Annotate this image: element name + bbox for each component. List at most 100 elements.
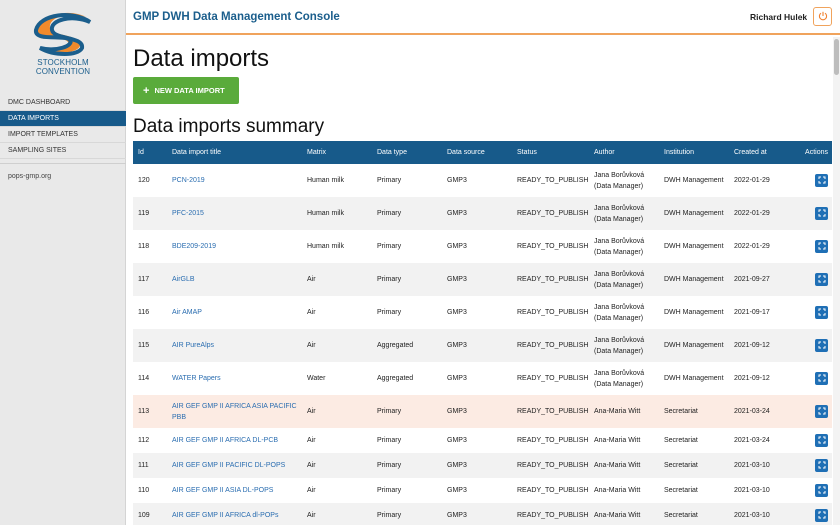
stockholm-convention-logo[interactable]: STOCKHOLM CONVENTION [28, 6, 98, 86]
sidebar-item-dmc-dashboard[interactable]: DMC DASHBOARD [0, 95, 126, 111]
cell-id: 115 [138, 342, 150, 349]
table-row[interactable]: 120 PCN-2019 Human milk Primary GMP3 READY_TO… [133, 164, 832, 197]
cell-actions [794, 263, 832, 296]
cell-title-line[interactable]: BDE209-2019 [172, 243, 216, 250]
cell-title[interactable]: AIR GEF GMP II PACIFIC DL-POPS [167, 453, 302, 478]
data-imports-table: Id Data import title Matrix Data type Da… [133, 141, 832, 525]
cell-status: READY_TO_PUBLISH [517, 462, 589, 469]
cell-title[interactable]: WATER Papers [167, 362, 302, 395]
cell-created-at: 2021-09-17 [734, 309, 770, 316]
expand-icon [818, 511, 825, 519]
table-row[interactable]: 110 AIR GEF GMP II ASIA DL-POPS Air Primary… [133, 478, 832, 503]
cell-title[interactable]: BDE209-2019 [167, 230, 302, 263]
cell-data-source: GMP3 [447, 276, 467, 283]
cell-id: 119 [138, 210, 150, 217]
open-import-button[interactable] [815, 459, 828, 472]
cell-institution: DWH Management [664, 276, 724, 283]
column-header-data-source[interactable]: Data source [447, 149, 485, 156]
column-header-title[interactable]: Data import title [172, 149, 222, 156]
cell-title-line[interactable]: AIR GEF GMP II ASIA DL-POPS [172, 487, 274, 494]
cell-author-line: Ana-Maria Witt [594, 408, 641, 415]
cell-actions [794, 453, 832, 478]
cell-data-source: GMP3 [447, 177, 467, 184]
cell-title-line[interactable]: AirGLB [172, 276, 195, 283]
column-header-matrix[interactable]: Matrix [307, 149, 327, 156]
sidebar-link-pops-gmp[interactable]: pops-gmp.org [8, 173, 52, 180]
column-header-created-at[interactable]: Created at [734, 149, 767, 156]
sidebar-item-import-templates[interactable]: IMPORT TEMPLATES [0, 127, 126, 143]
cell-title-line[interactable]: WATER Papers [172, 375, 221, 382]
cell-title[interactable]: AIR GEF GMP II ASIA DL-POPS [167, 478, 302, 503]
cell-id: 110 [138, 487, 150, 494]
cell-data-type: Primary [377, 177, 402, 184]
cell-title-line[interactable]: AIR GEF GMP II PACIFIC DL-POPS [172, 462, 286, 469]
cell-matrix: Human milk [307, 210, 344, 217]
table-row[interactable]: 111 AIR GEF GMP II PACIFIC DL-POPS Air Prim… [133, 453, 832, 478]
cell-status: READY_TO_PUBLISH [517, 487, 589, 494]
open-import-button[interactable] [815, 509, 828, 522]
table-row[interactable]: 118 BDE209-2019 Human milk Primary GMP3 READY… [133, 230, 832, 263]
cell-author: Jana Borůvková (Data Manager) [589, 164, 659, 197]
cell-title[interactable]: AirGLB [167, 263, 302, 296]
page-scrollbar[interactable] [833, 37, 840, 525]
table-row[interactable]: 119 PFC-2015 Human milk Primary GMP3 READY_TO… [133, 197, 832, 230]
column-header-id[interactable]: Id [138, 149, 144, 156]
cell-author-line: (Data Manager) [594, 281, 644, 289]
scrollbar-thumb[interactable] [834, 39, 839, 75]
cell-institution: DWH Management [664, 210, 724, 217]
open-import-button[interactable] [815, 207, 828, 220]
expand-icon [818, 275, 825, 283]
sidebar-divider [0, 163, 126, 164]
column-header-author[interactable]: Author [594, 149, 615, 156]
open-import-button[interactable] [815, 372, 828, 385]
cell-data-type: Primary [377, 487, 402, 494]
cell-status: READY_TO_PUBLISH [517, 177, 589, 184]
cell-title-line[interactable]: PBB [172, 413, 187, 421]
open-import-button[interactable] [815, 484, 828, 497]
cell-title[interactable]: PFC-2015 [167, 197, 302, 230]
logo-line-2: CONVENTION [35, 67, 91, 76]
column-header-data-type[interactable]: Data type [377, 149, 407, 156]
cell-title[interactable]: Air AMAP [167, 296, 302, 329]
cell-created-at: 2021-09-12 [734, 375, 770, 382]
open-import-button[interactable] [815, 174, 828, 187]
logout-button[interactable] [813, 7, 832, 26]
open-import-button[interactable] [815, 240, 828, 253]
open-import-button[interactable] [815, 306, 828, 319]
table-row[interactable]: 114 WATER Papers Water Aggregated GMP3 READY_… [133, 362, 832, 395]
cell-title-line[interactable]: AIR GEF GMP II AFRICA DL-PCB [172, 437, 279, 444]
open-import-button[interactable] [815, 339, 828, 352]
cell-author: Ana-Maria Witt [589, 503, 659, 525]
table-row[interactable]: 113 AIR GEF GMP II AFRICA ASIA PACIFIC PBB… [133, 395, 832, 428]
cell-title-line[interactable]: PCN-2019 [172, 177, 205, 184]
sidebar: STOCKHOLM CONVENTION DMC DASHBOARD DATA … [0, 0, 126, 525]
column-header-institution[interactable]: Institution [664, 149, 694, 156]
user-name[interactable]: Richard Hulek [750, 12, 808, 22]
sidebar-item-data-imports[interactable]: DATA IMPORTS [0, 111, 126, 127]
cell-title-line[interactable]: AIR GEF GMP II AFRICA ASIA PACIFIC [172, 402, 297, 410]
cell-title-line[interactable]: AIR GEF GMP II AFRICA dl-POPs [172, 512, 279, 519]
cell-title-line[interactable]: PFC-2015 [172, 210, 204, 217]
column-header-status[interactable]: Status [517, 149, 537, 156]
cell-status: READY_TO_PUBLISH [517, 276, 589, 283]
table-row[interactable]: 117 AirGLB Air Primary GMP3 READY_TO_PUBLISH J… [133, 263, 832, 296]
sidebar-item-sampling-sites[interactable]: SAMPLING SITES [0, 143, 126, 159]
cell-title[interactable]: AIR GEF GMP II AFRICA dl-POPs [167, 503, 302, 525]
expand-icon [818, 209, 825, 217]
table-row[interactable]: 109 AIR GEF GMP II AFRICA dl-POPs Air Prima… [133, 503, 832, 525]
open-import-button[interactable] [815, 405, 828, 418]
cell-title[interactable]: AIR GEF GMP II AFRICA ASIA PACIFIC PBB [167, 395, 302, 428]
cell-title[interactable]: AIR PureAlps [167, 329, 302, 362]
new-data-import-button[interactable]: + NEW DATA IMPORT [133, 77, 239, 104]
cell-data-source: GMP3 [447, 487, 467, 494]
table-row[interactable]: 116 Air AMAP Air Primary GMP3 READY_TO_PUBLIS… [133, 296, 832, 329]
table-row[interactable]: 115 AIR PureAlps Air Aggregated GMP3 READY_TO… [133, 329, 832, 362]
cell-title-line[interactable]: Air AMAP [172, 309, 202, 316]
cell-title[interactable]: AIR GEF GMP II AFRICA DL-PCB [167, 428, 302, 453]
table-row[interactable]: 112 AIR GEF GMP II AFRICA DL-PCB Air Primar… [133, 428, 832, 453]
open-import-button[interactable] [815, 434, 828, 447]
open-import-button[interactable] [815, 273, 828, 286]
cell-title-line[interactable]: AIR PureAlps [172, 342, 215, 349]
cell-title[interactable]: PCN-2019 [167, 164, 302, 197]
cell-data-source: GMP3 [447, 342, 467, 349]
